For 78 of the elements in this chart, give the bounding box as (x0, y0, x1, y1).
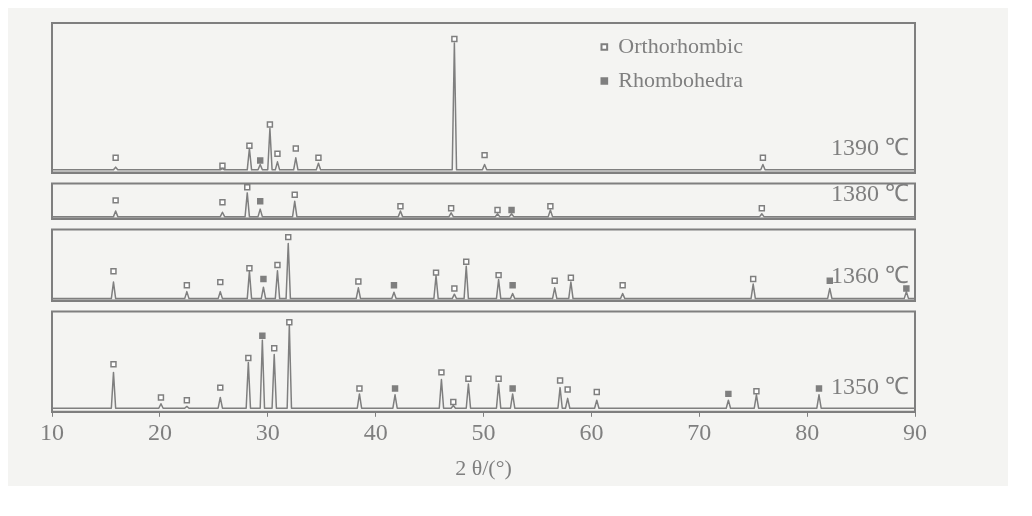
point (438, 369, 445, 376)
point (157, 394, 165, 401)
point (593, 388, 600, 396)
point (245, 354, 252, 362)
point (447, 204, 455, 212)
x-tick-label: 30 (255, 419, 280, 446)
point (547, 203, 554, 210)
point (463, 258, 470, 266)
point (274, 261, 281, 269)
point (246, 142, 253, 150)
point (266, 121, 274, 128)
point (271, 344, 278, 352)
point (112, 197, 119, 204)
point (183, 282, 191, 289)
point (903, 285, 910, 292)
point (567, 274, 575, 281)
point (391, 385, 399, 392)
x-tick-label: 10 (40, 419, 64, 446)
point (112, 154, 119, 162)
point (256, 198, 264, 205)
point (815, 385, 823, 392)
x-axis-title: 2 θ/(°) (455, 454, 512, 480)
point (494, 206, 501, 214)
point (481, 151, 488, 159)
point (315, 154, 322, 162)
point (758, 204, 766, 212)
point (749, 275, 757, 283)
point (759, 154, 767, 162)
point (495, 375, 502, 382)
point (564, 386, 571, 393)
point (217, 278, 224, 286)
point (390, 282, 398, 289)
point (219, 162, 226, 170)
point (551, 277, 558, 285)
point (286, 319, 293, 326)
point (465, 375, 472, 382)
point (110, 268, 117, 275)
point (217, 384, 224, 391)
x-tick-label: 70 (687, 419, 712, 446)
x-tick-label: 20 (147, 419, 172, 446)
point (274, 150, 281, 158)
point (619, 282, 626, 289)
point (495, 271, 502, 279)
point (509, 385, 516, 392)
point (753, 387, 760, 395)
point (256, 157, 264, 164)
point (291, 191, 298, 198)
legend-label: Orthorhombic (618, 32, 744, 58)
x-tick-label: 40 (363, 419, 388, 446)
point (509, 282, 516, 289)
x-tick-label: 50 (471, 419, 496, 446)
point (246, 264, 253, 272)
annotation: 1380 ℃ (831, 179, 909, 206)
point (556, 377, 564, 384)
point (259, 332, 266, 339)
point (508, 206, 515, 214)
point (451, 35, 458, 43)
point (285, 233, 292, 241)
x-tick-label: 80 (795, 419, 820, 446)
point (432, 269, 440, 276)
x-tick-label: 90 (903, 419, 927, 446)
annotation: 1390 ℃ (831, 133, 909, 160)
point (355, 278, 362, 285)
point (451, 285, 458, 292)
point (397, 203, 404, 210)
point (110, 361, 117, 368)
point (292, 145, 300, 152)
point (183, 396, 191, 404)
legend-label: Rhombohedra (618, 66, 744, 92)
point (356, 385, 363, 392)
point (826, 277, 833, 285)
point (260, 275, 267, 283)
point (219, 199, 226, 206)
point (450, 398, 457, 406)
annotation: 1350 ℃ (831, 373, 909, 400)
annotation: 1360 ℃ (831, 261, 909, 288)
x-tick-label: 60 (579, 419, 604, 446)
point (725, 390, 732, 398)
